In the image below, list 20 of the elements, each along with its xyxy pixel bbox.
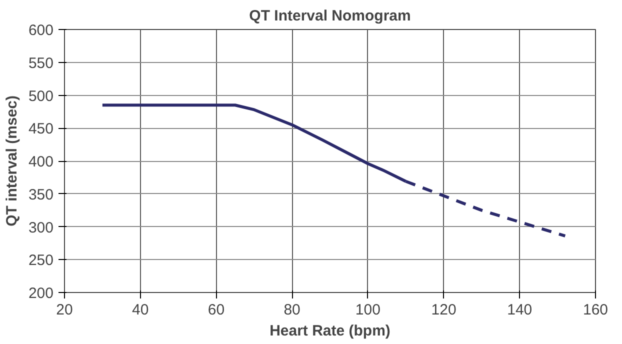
x-tick-label: 20 <box>56 302 73 318</box>
y-tick-label: 400 <box>28 154 54 170</box>
y-tick-label: 600 <box>28 22 54 39</box>
x-tick-label: 80 <box>284 302 300 318</box>
x-tick-label: 40 <box>132 302 149 318</box>
y-axis-title: QT interval (msec) <box>3 96 20 226</box>
y-tick-label: 500 <box>28 88 54 105</box>
x-tick-label: 140 <box>507 302 532 318</box>
y-tick-label: 550 <box>28 54 54 72</box>
y-tick-label: 350 <box>28 186 54 204</box>
y-tick-label: 300 <box>28 219 54 236</box>
x-axis-title: Heart Rate (bpm) <box>270 322 390 340</box>
x-tick-label: 120 <box>431 302 456 318</box>
x-tick-label: 160 <box>582 302 608 318</box>
y-tick-label: 450 <box>28 120 54 138</box>
y-tick-label: 200 <box>28 285 54 302</box>
y-tick-label: 250 <box>28 252 54 270</box>
x-tick-label: 60 <box>208 302 225 318</box>
x-tick-label: 100 <box>355 302 380 318</box>
chart-title: QT Interval Nomogram <box>249 8 411 24</box>
